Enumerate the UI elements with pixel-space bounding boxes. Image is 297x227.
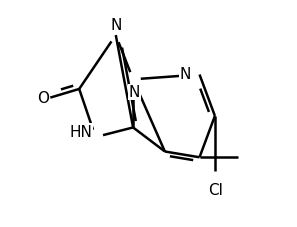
Text: N: N	[128, 85, 140, 100]
Text: N: N	[110, 18, 121, 33]
Text: N: N	[179, 67, 191, 82]
Text: O: O	[37, 91, 49, 106]
Text: Cl: Cl	[208, 182, 223, 197]
Text: HN: HN	[70, 124, 93, 139]
